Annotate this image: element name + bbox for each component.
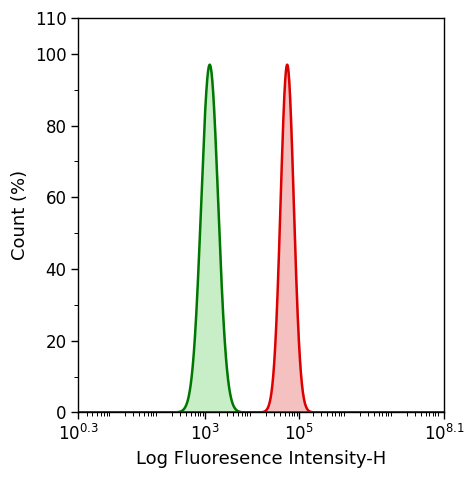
Y-axis label: Count (%): Count (%): [11, 170, 29, 260]
X-axis label: Log Fluoresence Intensity-H: Log Fluoresence Intensity-H: [136, 450, 387, 468]
